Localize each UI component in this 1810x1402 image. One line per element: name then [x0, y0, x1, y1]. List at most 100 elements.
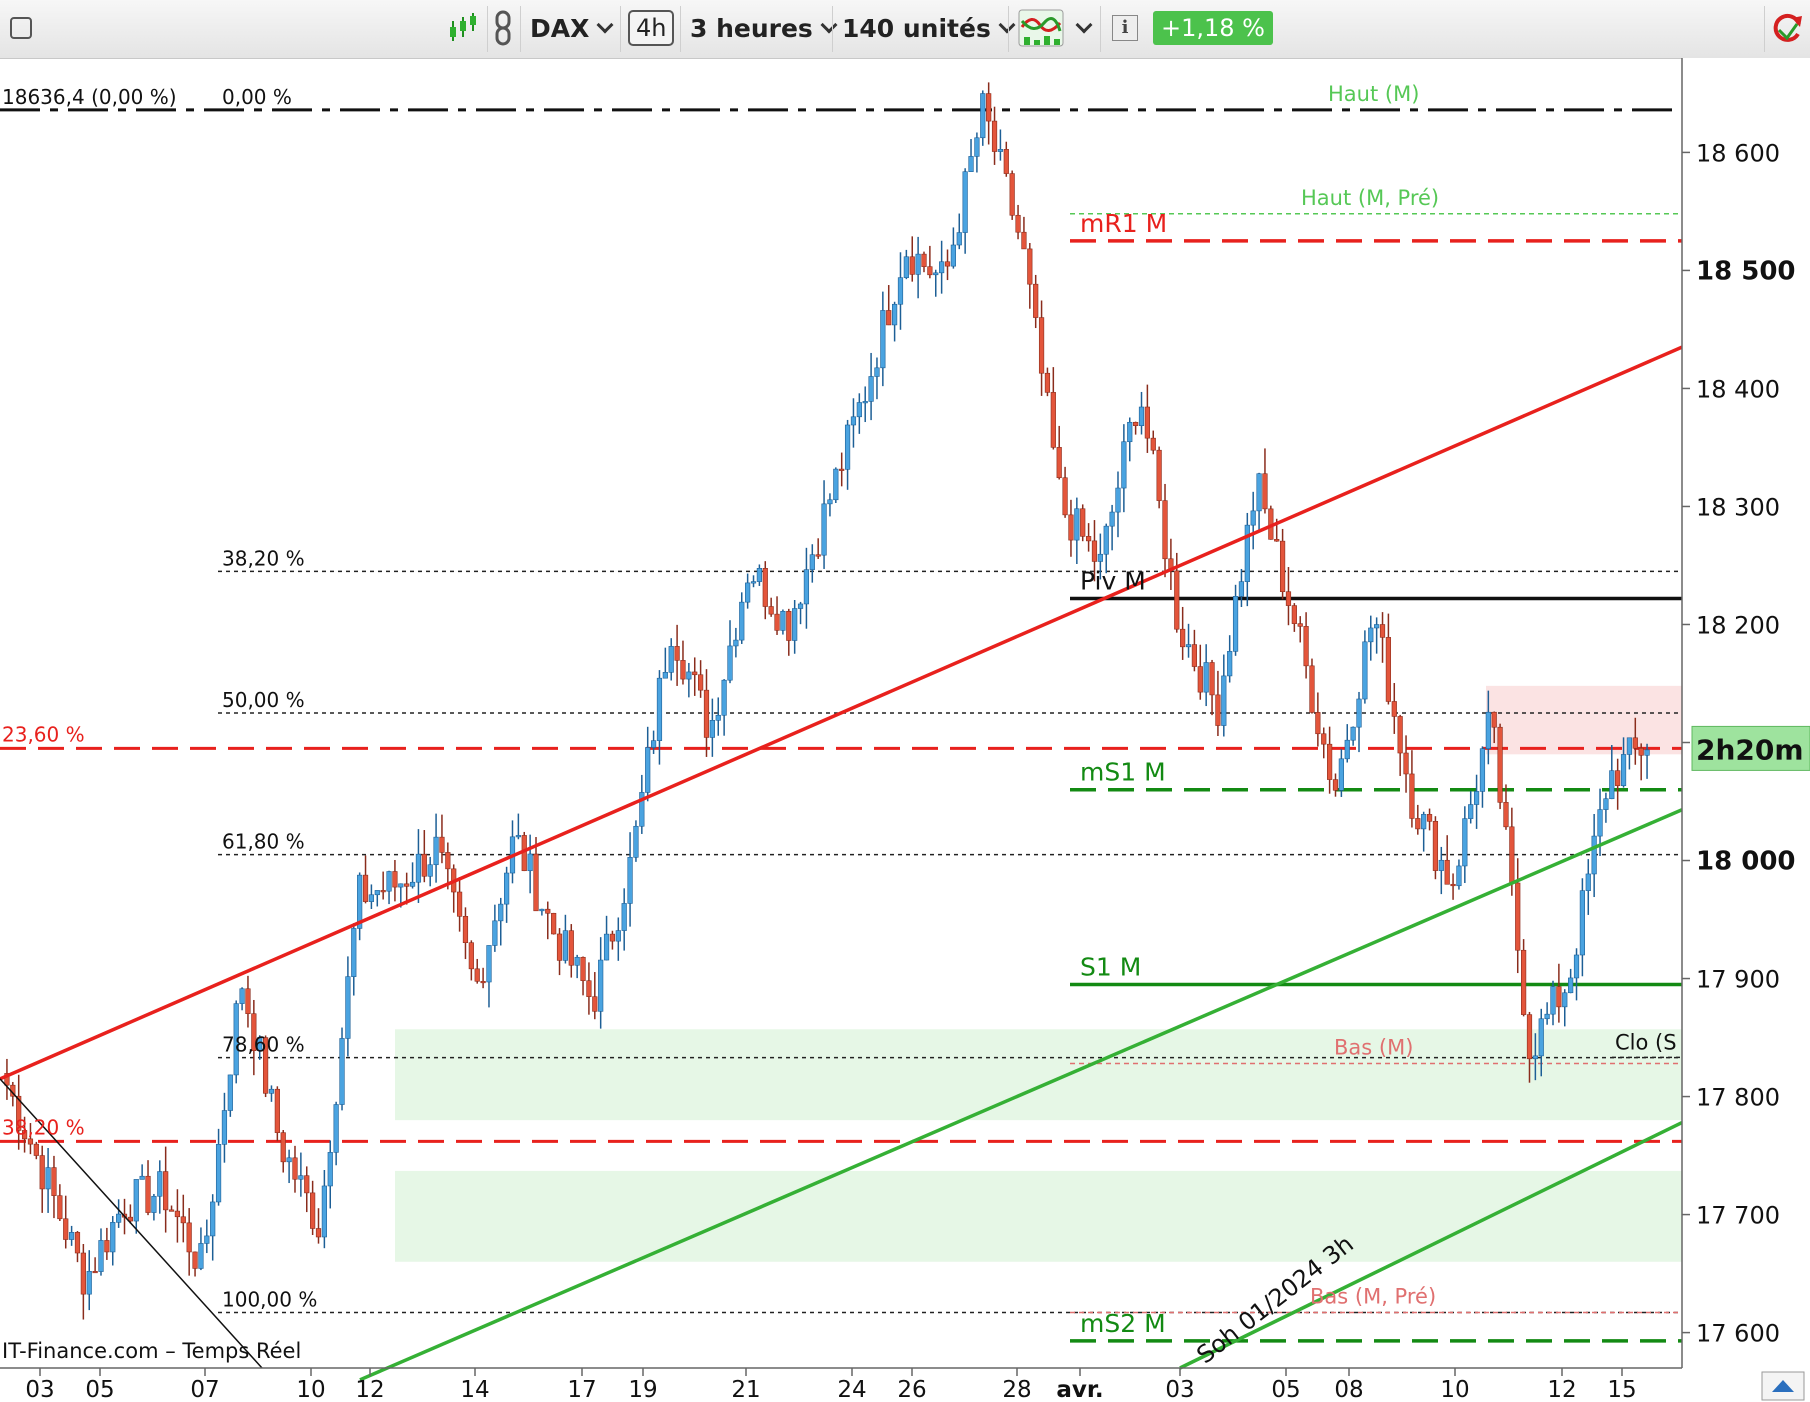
candle-body — [668, 646, 674, 673]
candle — [1156, 446, 1162, 509]
candle-body — [1603, 798, 1609, 810]
candle — [251, 999, 257, 1076]
candle — [1209, 659, 1215, 716]
units-selector[interactable]: 140 unités — [842, 8, 1016, 48]
indicators-dropdown[interactable] — [1074, 8, 1093, 48]
candle-body — [745, 582, 751, 603]
candle — [986, 82, 992, 145]
candle — [692, 657, 698, 696]
link-chain-icon[interactable] — [491, 8, 515, 48]
candle-body — [580, 956, 586, 982]
candle — [1609, 745, 1615, 800]
candle-body — [1644, 749, 1650, 756]
watermark: IT-Finance.com – Temps Réel — [2, 1339, 301, 1363]
info-button[interactable]: i — [1112, 8, 1138, 48]
candle-body — [892, 303, 898, 326]
candle-body — [974, 137, 980, 157]
fib-label-1: 38,20 % — [222, 546, 305, 570]
candle — [1056, 425, 1062, 480]
refresh-icon[interactable] — [1770, 8, 1806, 48]
candle — [462, 907, 469, 960]
candle — [780, 609, 786, 635]
candle — [180, 1194, 186, 1243]
candle — [809, 544, 815, 583]
candle-body — [1503, 802, 1509, 828]
period-selector[interactable]: 3 heures — [690, 8, 838, 48]
candle — [168, 1205, 175, 1212]
candle-body — [1274, 539, 1280, 542]
candle — [1538, 1008, 1544, 1077]
pivot-label-3: S1 M — [1080, 952, 1141, 981]
candle-body — [1485, 711, 1491, 749]
candle — [274, 1086, 280, 1142]
candle-body — [151, 1195, 157, 1213]
interval-badge[interactable]: 4h — [628, 8, 675, 48]
candle — [827, 493, 833, 517]
candle — [16, 1074, 22, 1150]
candle — [498, 897, 504, 946]
candle-body — [1003, 149, 1009, 174]
indicators-icon[interactable] — [1018, 8, 1064, 48]
y-tick-label: 17 800 — [1696, 1084, 1780, 1112]
candle — [1080, 504, 1086, 542]
candle-body — [292, 1157, 298, 1180]
candle — [474, 958, 480, 984]
candlestick-type-icon[interactable] — [448, 8, 478, 48]
candle — [1456, 859, 1462, 890]
candle — [239, 987, 245, 1011]
candle — [1168, 538, 1174, 590]
candle-body — [439, 836, 445, 853]
candle — [1409, 750, 1415, 828]
candle — [1362, 630, 1368, 704]
candle — [921, 251, 927, 273]
candle — [204, 1219, 210, 1254]
x-tick-label: 07 — [190, 1377, 219, 1402]
candle — [727, 620, 733, 684]
candle-body — [997, 149, 1004, 152]
interval-badge-label: 4h — [628, 10, 675, 46]
candle-body — [1197, 666, 1203, 693]
scroll-to-end-icon[interactable] — [1761, 1371, 1805, 1401]
candle — [1315, 692, 1321, 747]
candle-body — [1385, 637, 1392, 702]
candle — [539, 908, 545, 916]
chevron-down-icon — [998, 16, 1016, 34]
candle — [1562, 989, 1568, 1027]
candle-body — [257, 1037, 263, 1051]
candle-body — [927, 266, 933, 276]
candle-body — [786, 611, 792, 641]
candle — [533, 837, 539, 912]
candle — [886, 285, 892, 326]
candle — [351, 923, 357, 996]
candle-body — [498, 903, 504, 922]
candle-body — [233, 1003, 239, 1076]
candle-body — [221, 1110, 228, 1145]
candle-body — [1491, 711, 1497, 728]
symbol-selector[interactable]: DAX — [530, 8, 614, 48]
y-tick-label: 18 300 — [1696, 493, 1780, 521]
candle-body — [92, 1271, 98, 1274]
candle — [1180, 606, 1186, 660]
candle-body — [374, 890, 380, 896]
candle-body — [1103, 525, 1109, 555]
candle — [674, 624, 680, 686]
candle-body — [939, 261, 945, 274]
x-tick-label: 03 — [25, 1377, 54, 1402]
candle-body — [1080, 508, 1086, 537]
candle-body — [1397, 716, 1403, 754]
candle-body — [1174, 570, 1180, 630]
candle — [157, 1160, 163, 1214]
price-chart[interactable]: 0,00 % 38,20 % 50,00 % 61,80 % 78,60 % 100,00… — [0, 58, 1810, 1402]
candle-body — [1133, 421, 1139, 426]
candle — [1303, 612, 1309, 679]
window-square-icon[interactable] — [8, 8, 34, 48]
chart-toolbar: DAX 4h 3 heures 140 unités i +1,18 % — [0, 0, 1810, 59]
candle — [304, 1166, 310, 1213]
candle-body — [874, 367, 880, 377]
candle-body — [1279, 540, 1286, 593]
candle-body — [1526, 1014, 1533, 1060]
candle — [650, 730, 657, 754]
candle — [545, 901, 551, 940]
candle-body — [592, 996, 598, 1012]
candle — [1356, 691, 1362, 753]
